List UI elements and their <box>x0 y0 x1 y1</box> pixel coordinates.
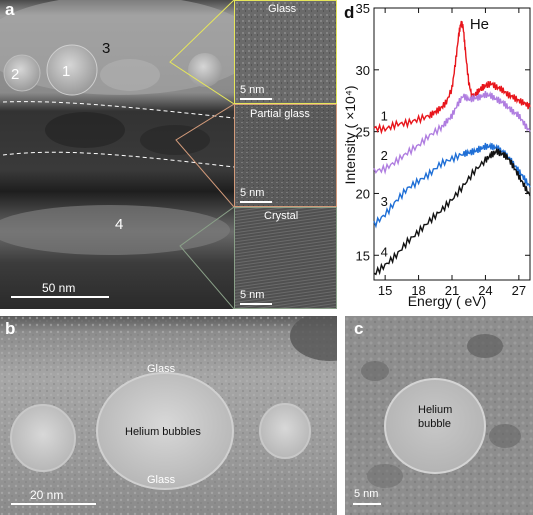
dashed-boundary-lower <box>2 151 234 168</box>
panel-b-letter: b <box>5 319 16 338</box>
inset-partial-title: Partial glass <box>250 108 310 120</box>
panel-c-image <box>345 316 533 515</box>
x-axis-label: Energy ( eV) <box>408 293 487 309</box>
y-tick-label-25: 25 <box>356 125 370 140</box>
zoom-line-glass <box>169 0 234 105</box>
panel-a-scale-bar <box>11 296 109 298</box>
panel-b-label-helium: Helium bubbles <box>125 426 201 438</box>
series-label-2: 2 <box>381 148 388 163</box>
series-line-4 <box>373 147 531 276</box>
panel-b-scale-bar <box>11 503 96 505</box>
panel-a-scale-label: 50 nm <box>42 281 76 295</box>
inset-crystal-texture <box>235 208 336 308</box>
bubble-left <box>10 404 76 472</box>
region-label-2: 2 <box>11 66 20 83</box>
series-label-1: 1 <box>381 109 388 124</box>
bubble-large <box>96 372 234 490</box>
panel-d-chart: 15 18 21 24 27 15 20 25 30 35 1 2 3 4 He Intensity ( ×… <box>342 1 531 309</box>
bubble-1 <box>46 44 98 96</box>
region-label-1: 1 <box>62 63 71 80</box>
inset-glass <box>234 0 337 104</box>
inset-crystal <box>234 207 337 309</box>
panel-b-micrograph <box>0 316 337 515</box>
x-tick-label-15: 15 <box>378 283 392 298</box>
inset-partial-scale-label: 5 nm <box>240 187 265 199</box>
he-annotation: He <box>470 16 489 33</box>
zoom-line-crystal <box>179 206 234 309</box>
bubble-right <box>259 403 311 459</box>
bubble-right <box>188 53 222 87</box>
plot-frame <box>373 7 531 281</box>
panel-a-letter: a <box>5 0 15 19</box>
inset-glass-scale-label: 5 nm <box>240 84 265 96</box>
y-tick-label-30: 30 <box>356 63 370 78</box>
panel-b-label-glass-bottom: Glass <box>147 474 176 486</box>
panel-b-scale-label: 20 nm <box>30 488 64 502</box>
inset-glass-title: Glass <box>268 3 297 15</box>
inset-glass-scale-bar <box>240 98 272 100</box>
panel-c-micrograph <box>345 316 533 515</box>
inset-glass-texture <box>235 1 336 103</box>
panel-c-scale-label: 5 nm <box>354 488 379 500</box>
series-label-4: 4 <box>381 245 388 260</box>
inset-crystal-scale-label: 5 nm <box>240 289 265 301</box>
y-axis-label: Intensity ( ×10⁴) <box>342 85 358 184</box>
x-tick-label-18: 18 <box>411 283 425 298</box>
y-tick-label-15: 15 <box>356 248 370 263</box>
series-label-3: 3 <box>381 194 388 209</box>
inset-partial-texture <box>235 105 336 206</box>
panel-c-label-helium: Helium <box>418 404 453 416</box>
series-line-2 <box>373 90 531 175</box>
panel-b-image <box>0 316 337 515</box>
region-label-3: 3 <box>102 40 111 57</box>
inset-crystal-scale-bar <box>240 303 272 305</box>
inset-crystal-title: Crystal <box>264 210 299 222</box>
series-line-1 <box>373 20 531 135</box>
panel-a-image <box>0 0 234 309</box>
inset-partial-glass <box>234 104 337 207</box>
x-tick-label-24: 24 <box>478 283 492 298</box>
dashed-boundary-upper <box>2 101 234 119</box>
panel-c-label-bubble: bubble <box>418 418 452 430</box>
region-label-4: 4 <box>115 216 124 233</box>
inset-partial-scale-bar <box>240 201 272 203</box>
x-tick-label-27: 27 <box>512 283 526 298</box>
x-tick-label-21: 21 <box>445 283 459 298</box>
bubble-c <box>384 378 486 474</box>
series-line-3 <box>373 142 531 229</box>
panel-b-label-glass-top: Glass <box>147 363 176 375</box>
bubble-2 <box>3 54 41 92</box>
panel-c-letter: c <box>354 319 364 338</box>
y-tick-label-20: 20 <box>356 186 370 201</box>
panel-a-micrograph <box>0 0 234 309</box>
zoom-line-partial <box>175 103 234 208</box>
panel-c-scale-bar <box>353 503 381 505</box>
panel-d-letter: d <box>344 3 355 22</box>
y-tick-label-35: 35 <box>356 1 370 16</box>
